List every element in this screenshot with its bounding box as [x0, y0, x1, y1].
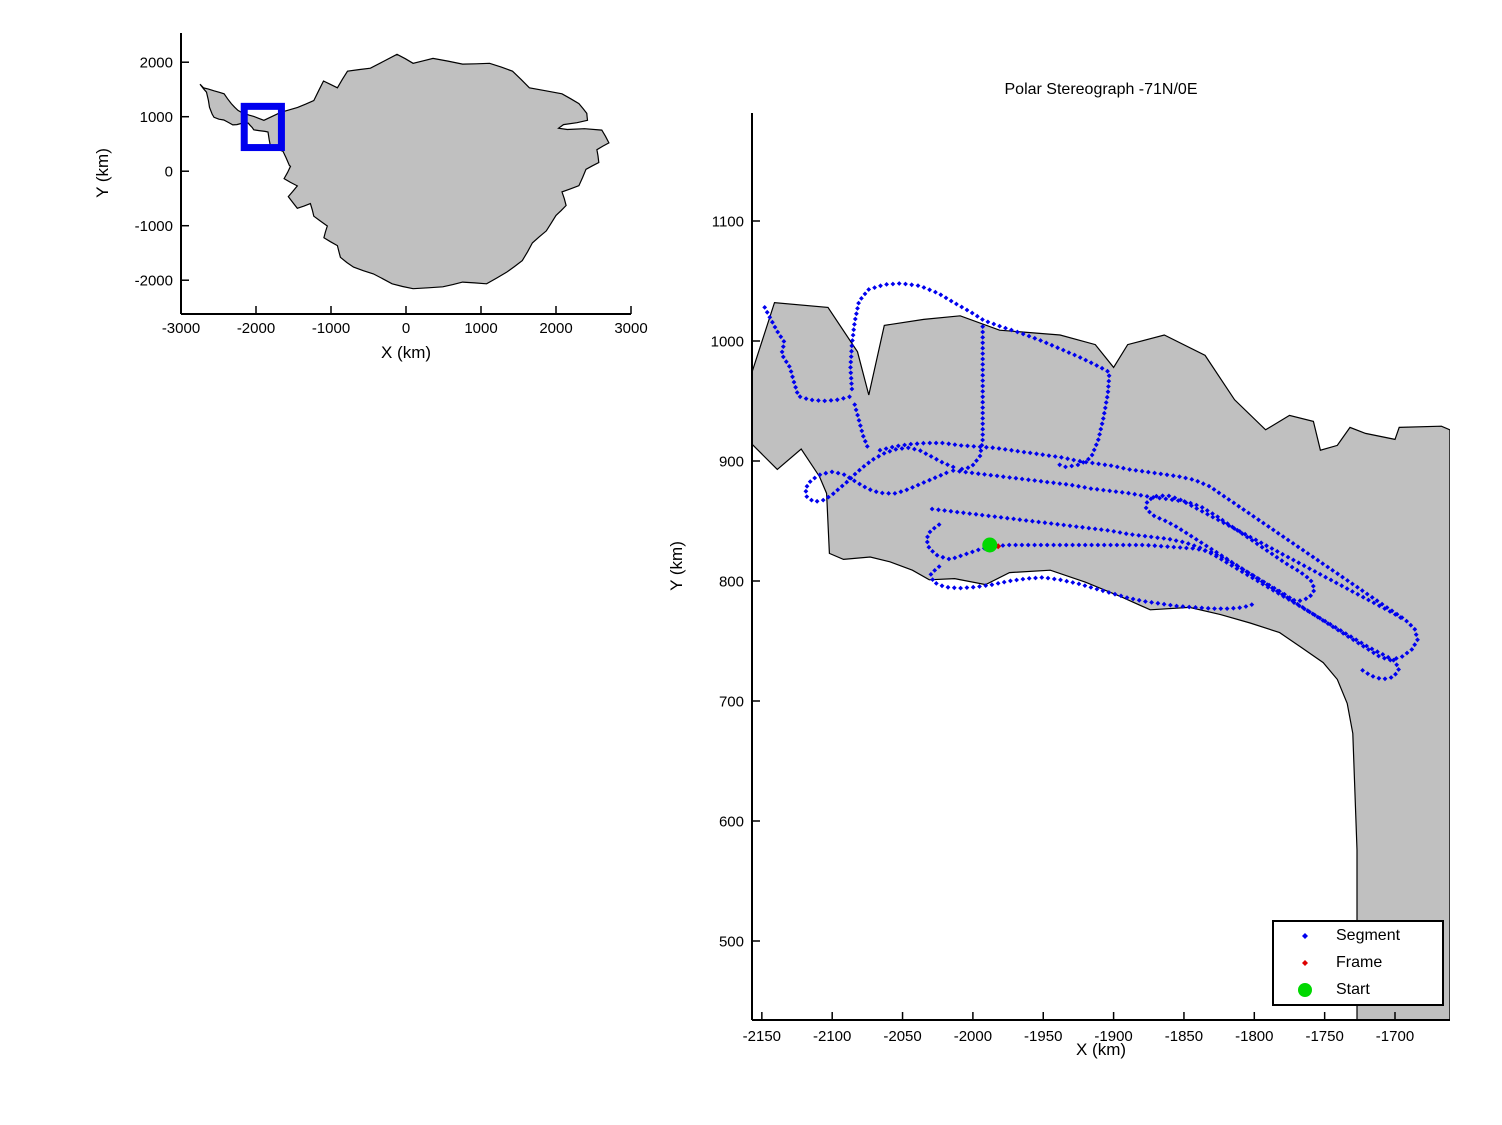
y-tick-label: 700	[719, 693, 744, 710]
overview-y-axis-label: Y (km)	[96, 148, 112, 198]
antarctica-landmass	[199, 53, 610, 290]
x-tick-label: -1700	[1376, 1028, 1414, 1045]
x-tick-label: -2000	[954, 1028, 992, 1045]
legend-item-segment: Segment	[1274, 923, 1442, 949]
legend-item-frame: Frame	[1274, 950, 1442, 976]
detail-plot-title: Polar Stereograph -71N/0E	[1005, 81, 1198, 98]
x-tick-label: -2050	[883, 1028, 921, 1045]
study-area-highlight-box	[240, 102, 285, 152]
legend-label-segment: Segment	[1336, 927, 1401, 944]
segment-track-points	[762, 281, 1420, 682]
x-tick-label: -1850	[1165, 1028, 1203, 1045]
legend-label-frame: Frame	[1336, 954, 1383, 971]
y-tick-label: 600	[719, 813, 744, 830]
y-tick-label: 1000	[140, 109, 173, 126]
segment-marker-icon	[1274, 929, 1336, 943]
x-tick-label: 0	[402, 320, 410, 337]
x-tick-label: -1000	[312, 320, 350, 337]
overview-plot: -3000 -2000 -1000 0 1000 2000 3000 2000 1000 0 -10…	[96, 33, 648, 362]
y-tick-label: 1000	[711, 333, 744, 350]
start-marker-icon	[1274, 981, 1336, 999]
x-tick-label: 2000	[539, 320, 572, 337]
y-tick-label: -1000	[135, 218, 173, 235]
x-tick-label: -1800	[1235, 1028, 1273, 1045]
frame-marker-icon	[1274, 956, 1336, 970]
x-tick-label: -1750	[1305, 1028, 1343, 1045]
x-tick-label: -1900	[1094, 1028, 1132, 1045]
y-tick-label: 800	[719, 573, 744, 590]
y-tick-label: 0	[165, 163, 173, 180]
y-tick-label: 900	[719, 453, 744, 470]
x-tick-label: -3000	[162, 320, 200, 337]
x-tick-label: 3000	[614, 320, 647, 337]
y-tick-label: 500	[719, 933, 744, 950]
legend-label-start: Start	[1336, 981, 1370, 998]
start-point	[982, 537, 998, 553]
legend: Segment Frame Start	[1272, 920, 1444, 1006]
x-tick-label: -1950	[1024, 1028, 1062, 1045]
legend-item-start: Start	[1274, 977, 1442, 1003]
x-tick-label: -2000	[237, 320, 275, 337]
x-tick-label: -2100	[813, 1028, 851, 1045]
y-tick-label: -2000	[135, 272, 173, 289]
overview-x-axis-label: X (km)	[381, 343, 431, 362]
detail-x-axis-label: X (km)	[1076, 1040, 1126, 1059]
y-tick-label: 2000	[140, 54, 173, 71]
x-tick-label: 1000	[464, 320, 497, 337]
x-tick-label: -2150	[743, 1028, 781, 1045]
y-tick-label: 1100	[712, 213, 744, 230]
detail-y-axis-label: Y (km)	[667, 541, 686, 591]
